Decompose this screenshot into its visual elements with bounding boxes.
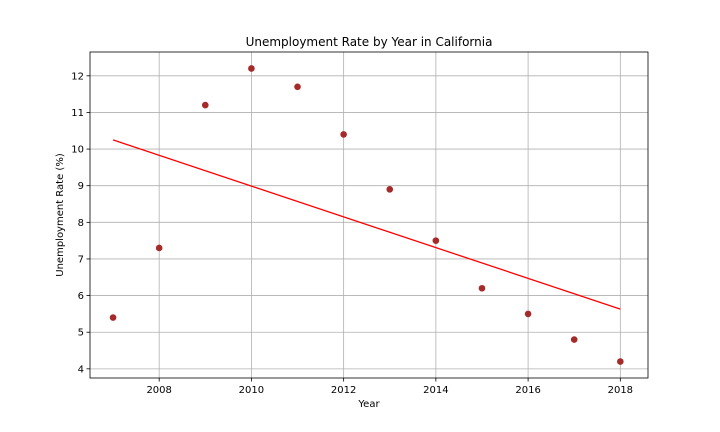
x-axis-ticks: 2008 2010 2012 2014 2016 2018: [146, 378, 633, 396]
data-point: [432, 237, 440, 244]
y-tick-label: 9: [78, 181, 84, 192]
data-point: [386, 186, 394, 193]
trend-line: [112, 139, 621, 310]
y-tick-label: 10: [71, 145, 84, 156]
chart-title: Unemployment Rate by Year in California: [246, 35, 493, 49]
y-tick-label: 8: [78, 218, 84, 229]
y-axis-ticks: 4 5 6 7 8 9 10 11 12: [71, 71, 90, 375]
y-tick-label: 7: [78, 254, 84, 265]
data-point: [248, 65, 255, 72]
data-point: [201, 101, 209, 109]
data-point: [109, 314, 117, 321]
y-tick-label: 12: [71, 71, 84, 82]
x-tick-label: 2016: [515, 385, 540, 396]
x-tick-label: 2010: [239, 385, 264, 396]
y-tick-label: 11: [71, 108, 84, 119]
data-point: [570, 336, 578, 343]
plot-frame: [89, 51, 649, 379]
y-tick-label: 5: [78, 328, 84, 339]
x-axis-label: Year: [357, 399, 380, 410]
x-tick-label: 2014: [423, 385, 448, 396]
data-point: [155, 244, 163, 252]
data-point: [294, 83, 301, 91]
x-tick-label: 2018: [608, 385, 633, 396]
y-axis-label: Unemployment Rate (%): [55, 153, 66, 277]
x-tick-label: 2008: [146, 385, 171, 396]
trend-line-group: [112, 139, 621, 310]
data-point: [340, 131, 347, 138]
data-points: [109, 65, 624, 365]
data-point: [478, 284, 486, 292]
y-tick-label: 6: [78, 291, 84, 302]
y-tick-label: 4: [78, 364, 84, 375]
grid: [90, 52, 648, 378]
x-tick-label: 2012: [331, 385, 356, 396]
data-point: [617, 358, 624, 365]
data-point: [524, 310, 532, 318]
